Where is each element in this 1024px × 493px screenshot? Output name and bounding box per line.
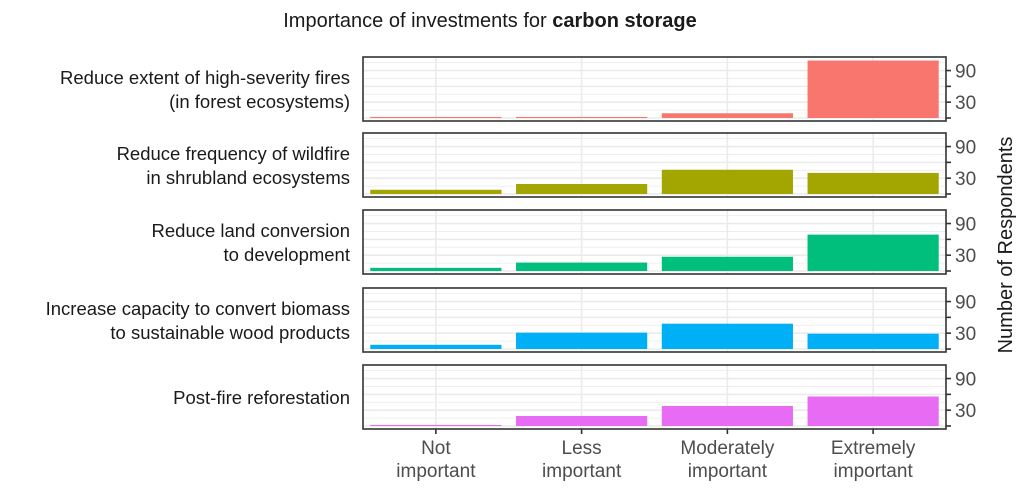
y-tick-label: 90 [955,215,976,236]
row-label: Increase capacity to convert biomass to s… [46,298,350,343]
panel-border [362,132,947,198]
bar [807,234,939,271]
bar [516,116,648,118]
bar [370,116,502,118]
bar [370,424,502,426]
bar [516,332,648,349]
row-label: Post-fire reforestation [173,387,350,408]
y-tick-label: 90 [955,370,976,391]
y-axis-label: Number of Respondents [995,137,1017,354]
x-tick-label: Less important [542,438,622,482]
bar [807,333,939,349]
bar [661,405,793,426]
panel: 30 90 Reduce extent of high-severity fires… [60,56,976,122]
bar [370,189,502,194]
x-tick-label: Moderately important [680,438,774,482]
chart-title: Importance of investments for carbon sto… [283,10,697,32]
bar [516,415,648,426]
y-tick-label: 30 [955,324,976,345]
bar [370,267,502,271]
x-tick-label: Extremely important [831,438,916,482]
panel-border [362,287,947,353]
bar [807,60,939,118]
panel-border [362,56,947,122]
y-tick-label: 90 [955,62,976,83]
bar [807,172,939,194]
panel-border [362,364,947,430]
bar [807,396,939,426]
y-tick-label: 30 [955,401,976,422]
panel: 30 90 Reduce land conversion to development [152,209,976,275]
bar [661,323,793,349]
y-tick-label: 30 [955,93,976,114]
panel: 30 90 Increase capacity to convert biomass… [46,287,976,353]
bar [516,183,648,194]
y-tick-label: 90 [955,138,976,159]
bar [661,169,793,194]
y-tick-label: 30 [955,246,976,267]
x-tick-label: Not important [396,438,476,482]
panel-border [362,209,947,275]
row-label: Reduce land conversion to development [152,220,351,265]
bar [516,262,648,271]
bar [661,113,793,118]
y-tick-label: 90 [955,293,976,314]
row-label: Reduce frequency of wildfire in shrubland… [117,143,350,188]
panel: 30 90 Reduce frequency of wildfire in shrub… [117,132,976,198]
row-label: Reduce extent of high-severity fires (in … [60,67,350,112]
y-tick-label: 30 [955,169,976,190]
bar [661,256,793,271]
bar [370,344,502,349]
panel: 30 90 Post-fire reforestation [173,364,976,430]
